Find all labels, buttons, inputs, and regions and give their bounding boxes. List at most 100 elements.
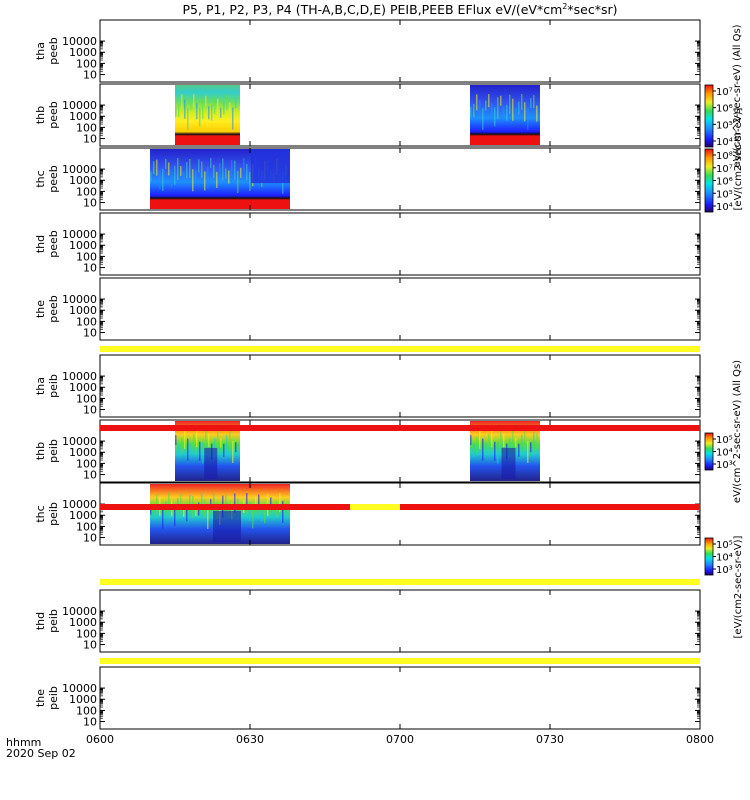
spectrogram-texture	[202, 97, 204, 120]
panel-frame	[99, 354, 701, 418]
spectrogram-texture	[220, 437, 222, 448]
spectrogram-texture	[159, 170, 161, 190]
panel-probe-label: thd	[34, 235, 47, 253]
panel-probe-label: thb	[34, 106, 47, 124]
colorbar-tick-label: 10⁴	[716, 202, 733, 213]
spectrogram-texture	[512, 98, 514, 121]
spectrogram-texture	[226, 94, 228, 111]
spectrogram-texture	[187, 107, 189, 130]
spectrogram-texture	[258, 494, 260, 508]
colorbar-tick-label: 10⁵	[716, 189, 733, 200]
spectrogram-texture	[228, 170, 230, 184]
colorbar-tick-label: 10⁶	[716, 177, 733, 188]
spectrogram-texture	[270, 497, 272, 508]
y-tick-label: 10000	[62, 605, 97, 618]
spectrogram-texture	[482, 107, 484, 130]
colorbar-tick-label: 10³	[716, 460, 733, 471]
y-tick-label: 10	[83, 197, 97, 210]
spectrogram-texture	[213, 165, 215, 179]
spectrogram-texture	[482, 438, 484, 461]
y-tick-label: 100	[76, 57, 97, 70]
y-tick-label: 10000	[62, 498, 97, 511]
time-tick-label: 0600	[86, 733, 114, 746]
spectrogram-texture	[509, 438, 511, 458]
spectrogram-texture	[232, 107, 234, 130]
panel-probe-label: thc	[34, 505, 47, 522]
spectrogram-texture	[488, 433, 490, 447]
y-tick-label: 10000	[62, 293, 97, 306]
y-tick-label: 1000	[69, 446, 97, 459]
spectrogram-texture	[205, 431, 207, 442]
spectrogram-texture	[476, 94, 478, 111]
spectrogram-texture	[199, 441, 201, 461]
y-tick-label: 1000	[69, 46, 97, 59]
colorbar-tick-label: 10⁷	[716, 164, 733, 175]
spectrogram-texture	[232, 440, 234, 463]
y-tick-label: 10	[83, 469, 97, 482]
spectrogram-texture	[249, 171, 251, 191]
spectrogram-texture	[198, 159, 200, 173]
spectrogram-texture	[473, 103, 475, 117]
spectrogram-texture	[470, 435, 472, 446]
y-tick-label: 1000	[69, 304, 97, 317]
spectrogram-texture	[184, 430, 186, 450]
spectrogram-texture	[237, 171, 239, 194]
y-tick-label: 10000	[62, 435, 97, 448]
spectrogram-texture	[204, 171, 206, 191]
spectrogram-texture	[150, 171, 152, 182]
spectrogram-texture	[479, 430, 481, 450]
spectrogram-texture	[485, 443, 487, 454]
spectrogram-texture	[195, 506, 197, 517]
spectrogram-texture	[235, 442, 237, 453]
time-tick-label: 0630	[236, 733, 264, 746]
spectrogram-texture	[527, 107, 529, 130]
spectrogram-texture	[216, 171, 218, 188]
panel-product-label: peib	[47, 609, 60, 633]
spectrogram-texture	[175, 435, 177, 446]
spectrogram-texture	[196, 431, 198, 448]
panel-probe-label: thb	[34, 442, 47, 460]
spectrogram-texture	[190, 100, 192, 111]
spectrogram-texture	[249, 501, 251, 521]
y-tick-label: 100	[76, 250, 97, 263]
panel-product-label: peib	[47, 502, 60, 526]
panel-probe-label: tha	[34, 377, 47, 395]
spectrogram-texture	[500, 95, 502, 106]
spectrogram-texture	[192, 169, 194, 192]
time-tick-label: 0700	[386, 733, 414, 746]
colorbar-tick-label: 10⁸	[716, 151, 733, 162]
spectrogram-texture	[252, 506, 254, 529]
spectrogram-texture	[187, 438, 189, 461]
spectrogram-texture	[527, 440, 529, 463]
spectrogram-texture	[162, 169, 164, 192]
spectrogram-texture	[231, 160, 233, 177]
y-tick-label: 100	[76, 520, 97, 533]
spectrogram-texture	[518, 101, 520, 115]
spectrogram-texture	[184, 99, 186, 119]
spectrogram-texture	[246, 163, 248, 180]
spectrogram-texture	[491, 431, 493, 448]
panel-frame	[99, 666, 701, 730]
y-tick-label: 1000	[69, 110, 97, 123]
spectrogram-lowflux-patch	[204, 447, 218, 479]
spectrogram-texture	[205, 95, 207, 106]
y-tick-label: 1000	[69, 174, 97, 187]
y-tick-label: 1000	[69, 239, 97, 252]
colorbar-tick-label: 10⁴	[716, 137, 733, 148]
panel-frame	[99, 212, 701, 276]
spectrogram-texture	[536, 105, 538, 122]
spectrogram-texture	[518, 443, 520, 457]
spectrogram-texture	[210, 498, 212, 509]
y-tick-label: 1000	[69, 509, 97, 522]
y-tick-label: 1000	[69, 616, 97, 629]
time-axis: 0600 0630 0700 0730 0800	[86, 20, 714, 746]
spectrogram-texture	[512, 430, 514, 453]
spectrogram-texture	[195, 169, 197, 180]
spectrogram-texture	[174, 165, 176, 185]
colorbar-gradient	[704, 84, 714, 148]
